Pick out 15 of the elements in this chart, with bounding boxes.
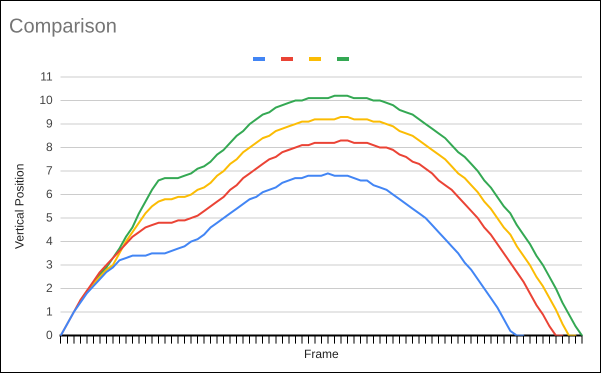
y-tick-label: 8 bbox=[46, 140, 54, 154]
y-tick-label: 2 bbox=[46, 280, 54, 295]
chart-title: Comparison bbox=[9, 16, 117, 38]
y-axis-title: Vertical Position bbox=[12, 164, 27, 249]
y-tick-label: 5 bbox=[46, 210, 54, 224]
y-tick-label: 1 bbox=[46, 304, 54, 318]
x-axis-title: Frame bbox=[304, 347, 340, 362]
y-tick-label: 7 bbox=[46, 163, 54, 178]
y-tick-label: 3 bbox=[46, 257, 54, 272]
y-tick-label: 9 bbox=[46, 116, 54, 130]
y-tick-label: 11 bbox=[40, 69, 54, 84]
y-tick-label: 4 bbox=[46, 234, 54, 248]
y-tick-label: 10 bbox=[39, 92, 54, 107]
y-tick-label: 0 bbox=[46, 328, 54, 342]
y-tick-label: 6 bbox=[46, 186, 54, 201]
